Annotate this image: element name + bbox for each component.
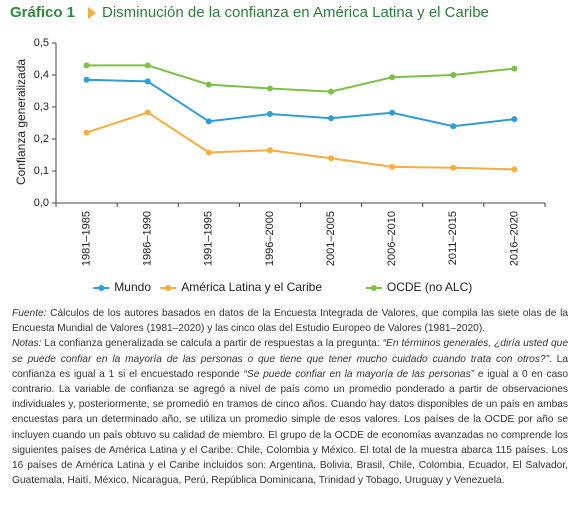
- chart: Gráfico 1 Disminución de la confianza en…: [10, 4, 546, 294]
- series-line: [86, 64, 515, 93]
- notes: Fuente: Cálculos de los autores basados …: [12, 306, 568, 488]
- data-point: [450, 123, 457, 130]
- data-point: [83, 62, 90, 69]
- y-tick-label: 0,0: [34, 197, 49, 209]
- note-paragraph: Fuente: Cálculos de los autores basados …: [12, 306, 568, 336]
- x-tick-label: 1991–1995: [203, 211, 215, 266]
- data-point: [83, 129, 90, 136]
- data-point: [328, 88, 335, 95]
- data-point: [205, 149, 212, 156]
- x-tick-label: 2011–2015: [447, 211, 459, 265]
- data-point: [205, 81, 212, 88]
- x-tick-label: 2001–2005: [325, 211, 337, 266]
- legend-label: América Latina y el Caribe: [181, 280, 322, 294]
- data-point: [328, 155, 335, 162]
- note-text: e igual a 0 en caso contrario. La variab…: [12, 368, 569, 487]
- data-point: [328, 115, 335, 122]
- y-tick-label: 0,4: [34, 69, 49, 81]
- legend-marker: [370, 285, 377, 291]
- legend-label: OCDE (no ALC): [387, 280, 472, 294]
- data-point: [205, 118, 212, 125]
- note-text: La confianza generalizada se calcula a p…: [41, 338, 383, 350]
- note-text: Cálculos de los autores basados en datos…: [12, 308, 568, 335]
- data-point: [450, 164, 457, 171]
- x-tick-label: 1996–2000: [264, 211, 276, 266]
- series-line: [86, 111, 515, 171]
- data-point: [144, 62, 151, 69]
- data-point: [266, 111, 273, 118]
- y-axis-label: Confianza generalizada: [14, 59, 28, 185]
- data-point: [511, 65, 518, 72]
- note-text: Notas:: [12, 338, 42, 350]
- data-point: [144, 109, 151, 116]
- note-text: “En términos generales, ¿diría usted que…: [12, 338, 568, 365]
- y-tick-label: 0,5: [34, 37, 49, 49]
- note-text: “Se puede confiar en la mayoría de las p…: [243, 368, 475, 380]
- x-tick-label: 2006–2010: [386, 211, 398, 266]
- y-tick-label: 0,2: [34, 133, 49, 145]
- x-tick-label: 1981–1985: [80, 211, 92, 266]
- y-tick-label: 0,1: [34, 165, 49, 177]
- y-tick-label: 0,3: [34, 101, 49, 113]
- data-point: [83, 76, 90, 83]
- series-line: [86, 78, 515, 128]
- x-tick-label: 1986–1990: [142, 211, 154, 266]
- note-paragraph: Notas: La confianza generalizada se calc…: [12, 336, 568, 488]
- note-text: Fuente:: [12, 308, 47, 319]
- data-point: [450, 72, 457, 78]
- legend-label: Mundo: [114, 280, 151, 294]
- title-arrow: [88, 7, 96, 19]
- data-point: [511, 166, 518, 173]
- data-point: [389, 74, 396, 81]
- data-point: [266, 85, 273, 92]
- data-point: [144, 78, 151, 85]
- legend-marker: [165, 285, 172, 291]
- chart-title: Disminución de la confianza en América L…: [102, 4, 489, 21]
- x-tick-label: 2016–2020: [508, 211, 520, 266]
- data-point: [389, 163, 396, 170]
- chart-label: Gráfico 1: [10, 4, 75, 21]
- data-point: [511, 116, 518, 123]
- note-text: . La confianza es igual a 1 si el encues…: [12, 353, 568, 380]
- legend-marker: [98, 285, 105, 291]
- data-point: [389, 109, 396, 116]
- data-point: [266, 147, 273, 154]
